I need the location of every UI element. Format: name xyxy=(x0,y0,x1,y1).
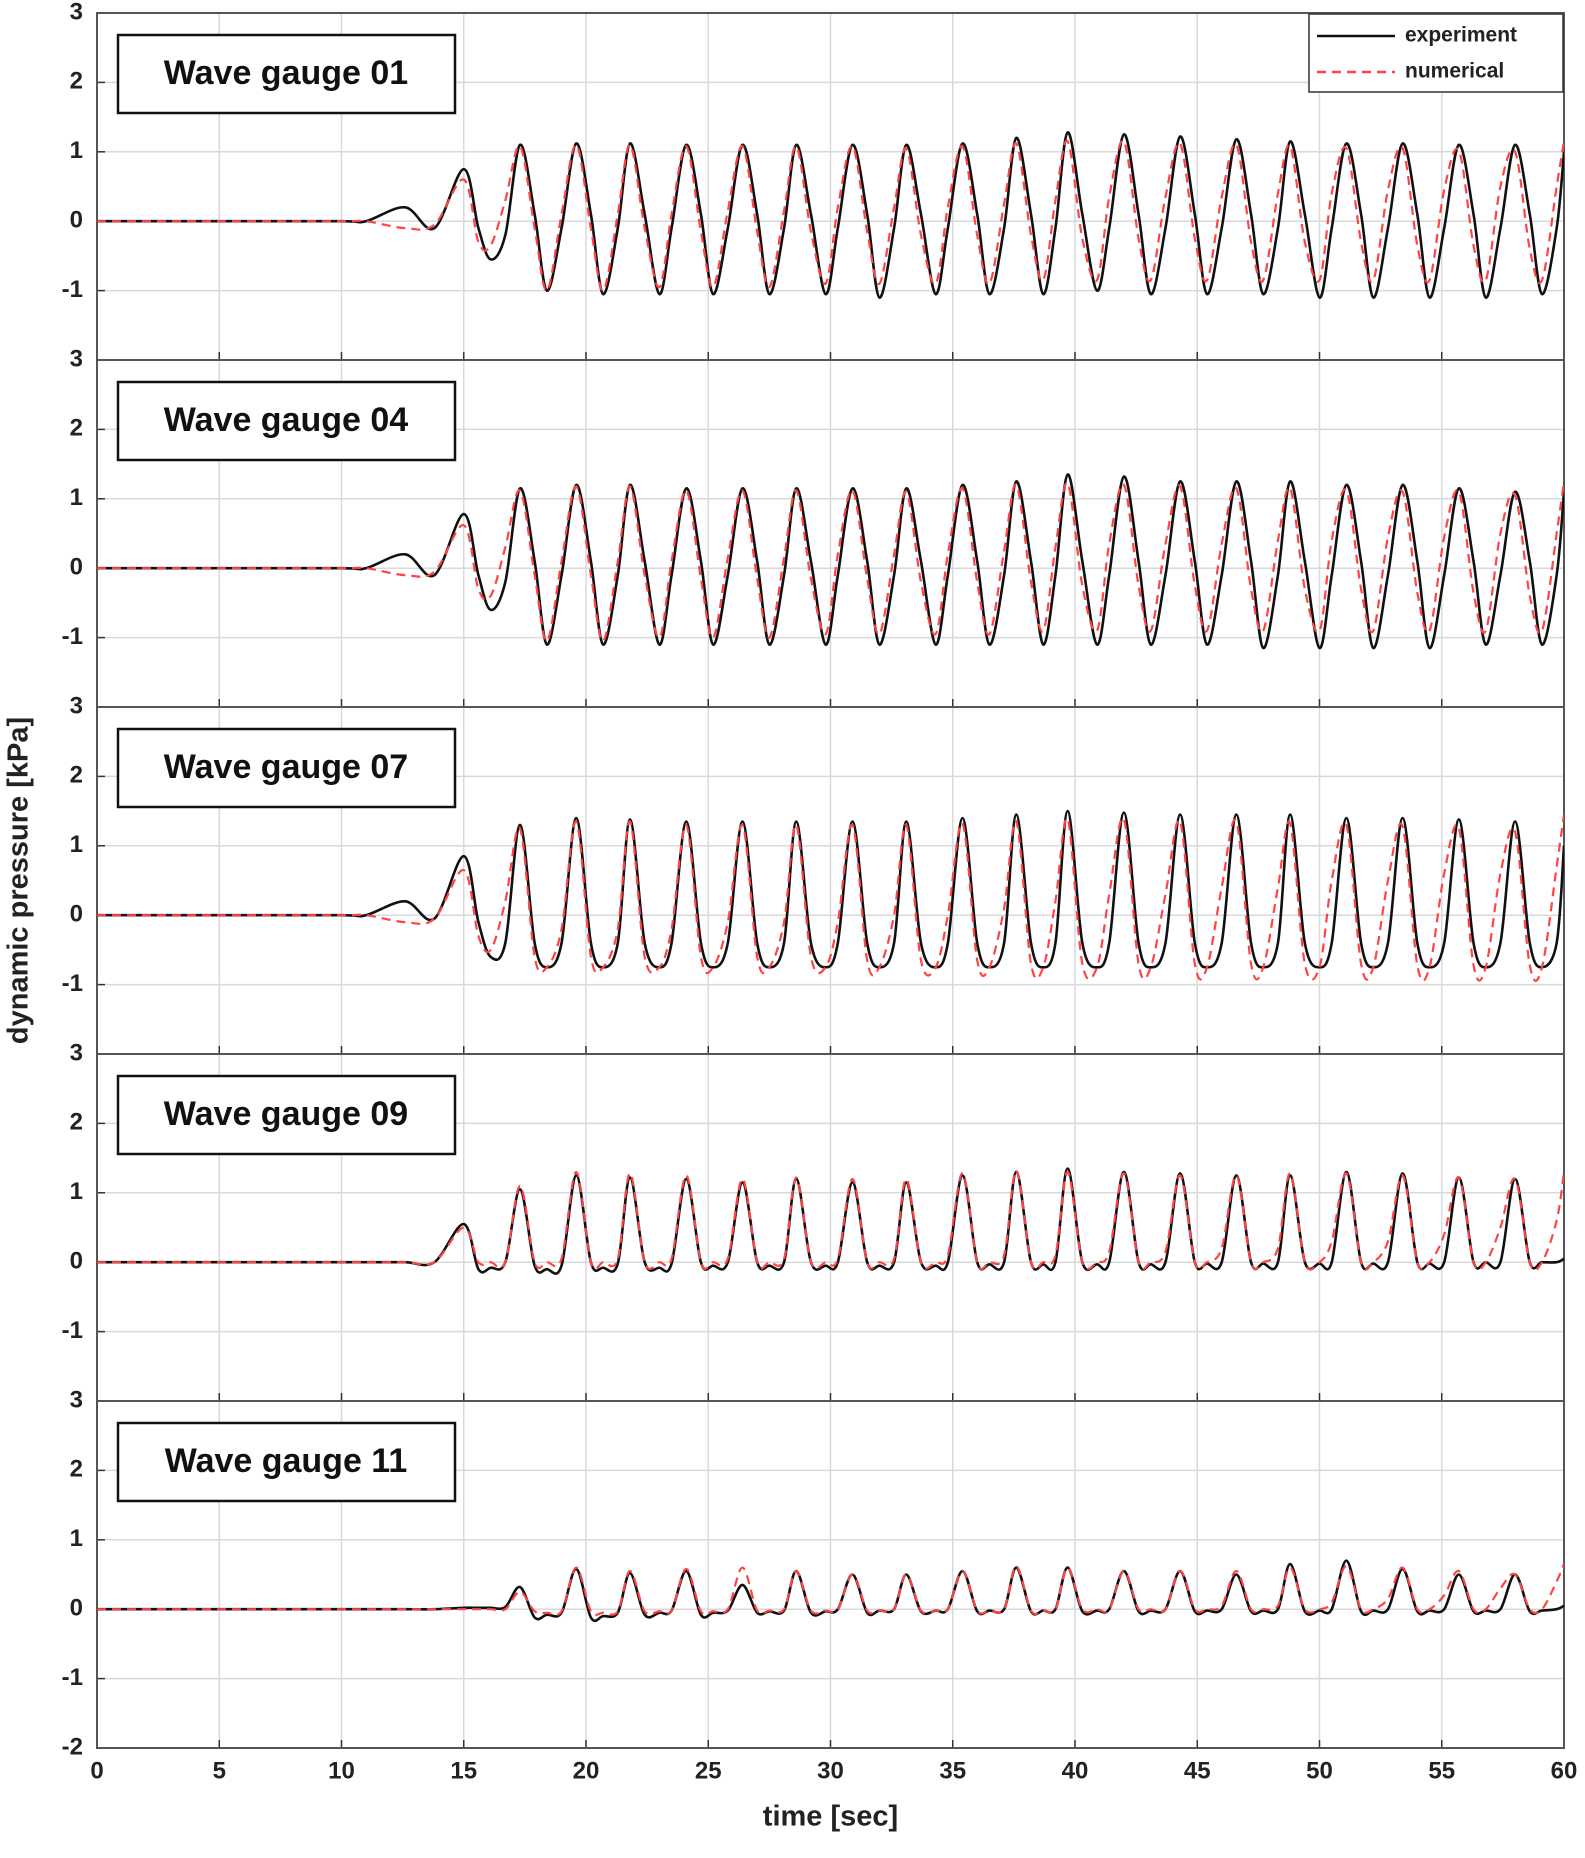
series-line xyxy=(97,1559,1564,1623)
legend-label: numerical xyxy=(1405,60,1504,83)
y-tick-label: 3 xyxy=(70,1039,83,1066)
y-tick-label: -1 xyxy=(62,1664,83,1691)
x-tick-label: 55 xyxy=(1428,1757,1455,1784)
x-tick-label: 45 xyxy=(1184,1757,1211,1784)
y-tick-label: 1 xyxy=(70,137,83,164)
series-line xyxy=(97,139,1564,292)
y-tick-label: 3 xyxy=(70,1386,83,1413)
title-box xyxy=(116,33,457,115)
panel-title: Wave gauge 11 xyxy=(165,1442,408,1480)
title-box xyxy=(116,727,457,809)
x-tick-label: 40 xyxy=(1062,1757,1089,1784)
series-line xyxy=(97,814,1564,982)
y-tick-label: -1 xyxy=(62,970,83,997)
y-tick-label: 2 xyxy=(70,68,83,95)
y-tick-label: 3 xyxy=(70,692,83,719)
x-tick-label: 5 xyxy=(213,1757,226,1784)
y-tick-label: -2 xyxy=(62,1733,83,1760)
y-tick-label: 3 xyxy=(70,345,83,372)
panel-title: Wave gauge 01 xyxy=(164,54,408,92)
y-tick-label: 0 xyxy=(70,1248,83,1275)
x-tick-label: 20 xyxy=(573,1757,600,1784)
title-box xyxy=(116,1421,457,1503)
y-tick-label: -1 xyxy=(62,623,83,650)
y-tick-label: 0 xyxy=(70,554,83,581)
y-tick-label: 2 xyxy=(70,415,83,442)
y-tick-label: 0 xyxy=(70,901,83,928)
y-tick-label: 1 xyxy=(70,484,83,511)
y-tick-label: 0 xyxy=(70,1595,83,1622)
series-line xyxy=(97,1563,1564,1617)
series-line xyxy=(97,481,1564,643)
y-tick-label: 1 xyxy=(70,831,83,858)
y-tick-label: 2 xyxy=(70,1456,83,1483)
y-tick-label: 1 xyxy=(70,1525,83,1552)
y-tick-label: 3 xyxy=(70,0,83,25)
x-tick-label: 30 xyxy=(817,1757,844,1784)
x-tick-label: 35 xyxy=(939,1757,966,1784)
y-tick-label: -1 xyxy=(62,276,83,303)
y-tick-label: -1 xyxy=(62,1317,83,1344)
y-tick-label: 0 xyxy=(70,207,83,234)
x-tick-label: 60 xyxy=(1551,1757,1578,1784)
legend-box xyxy=(1308,13,1564,93)
panel-title: Wave gauge 04 xyxy=(164,401,408,439)
panel-title: Wave gauge 09 xyxy=(164,1095,408,1133)
x-axis-label: time [sec] xyxy=(763,1801,898,1833)
legend-label: experiment xyxy=(1405,24,1517,47)
x-tick-label: 10 xyxy=(328,1757,355,1784)
title-box xyxy=(116,380,457,462)
y-tick-label: 1 xyxy=(70,1178,83,1205)
title-box xyxy=(116,1074,457,1156)
y-tick-label: 2 xyxy=(70,1109,83,1136)
y-tick-label: 2 xyxy=(70,762,83,789)
x-tick-label: 25 xyxy=(695,1757,722,1784)
plot-frame xyxy=(96,1400,1565,1749)
x-tick-label: 15 xyxy=(450,1757,477,1784)
x-tick-label: 0 xyxy=(90,1757,103,1784)
y-axis-label: dynamic pressure [kPa] xyxy=(3,717,35,1044)
x-tick-label: 50 xyxy=(1306,1757,1333,1784)
panel-title: Wave gauge 07 xyxy=(164,748,408,786)
series-line xyxy=(97,1169,1564,1272)
